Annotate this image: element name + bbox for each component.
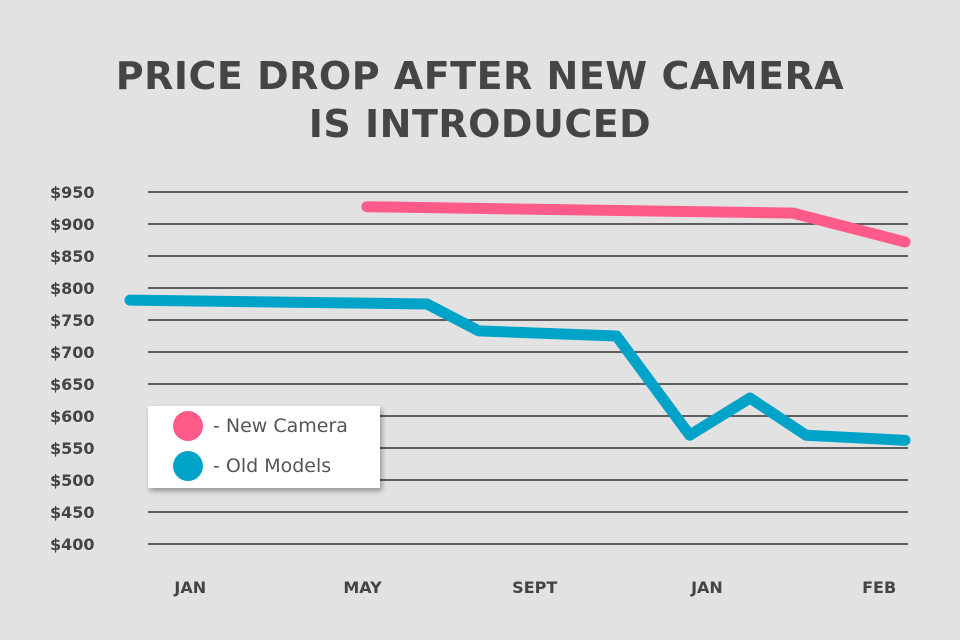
- x-tick-label: MAY: [343, 578, 382, 597]
- x-tick-label: JAN: [690, 578, 723, 597]
- chart-title-line-1: PRICE DROP AFTER NEW CAMERA: [115, 54, 845, 98]
- legend-swatch-new-camera: [173, 411, 203, 441]
- y-tick-label: $600: [50, 407, 95, 426]
- legend: - New Camera - Old Models: [148, 406, 380, 488]
- y-tick-label: $550: [50, 439, 95, 458]
- chart-title-line-2: IS INTRODUCED: [308, 102, 652, 146]
- y-tick-label: $400: [50, 535, 95, 554]
- series-line-new-camera: [361, 201, 911, 248]
- y-tick-label: $750: [50, 311, 95, 330]
- legend-item-old-models: - Old Models: [173, 451, 331, 481]
- chart-title: PRICE DROP AFTER NEW CAMERA IS INTRODUCE…: [0, 52, 960, 148]
- y-tick-label: $500: [50, 471, 95, 490]
- y-tick-label: $850: [50, 247, 95, 266]
- y-tick-label: $700: [50, 343, 95, 362]
- y-tick-label: $800: [50, 279, 95, 298]
- x-tick-label: JAN: [173, 578, 206, 597]
- y-tick-label: $900: [50, 215, 95, 234]
- x-tick-label: SEPT: [512, 578, 557, 597]
- y-tick-label: $950: [50, 183, 95, 202]
- y-tick-label: $650: [50, 375, 95, 394]
- legend-item-new-camera: - New Camera: [173, 411, 348, 441]
- legend-label-old-models: - Old Models: [213, 455, 332, 477]
- x-tick-label: FEB: [862, 578, 896, 597]
- y-tick-label: $450: [50, 503, 95, 522]
- legend-label-new-camera: - New Camera: [213, 415, 348, 437]
- legend-swatch-old-models: [173, 451, 203, 481]
- series-line-old-models: [124, 294, 911, 446]
